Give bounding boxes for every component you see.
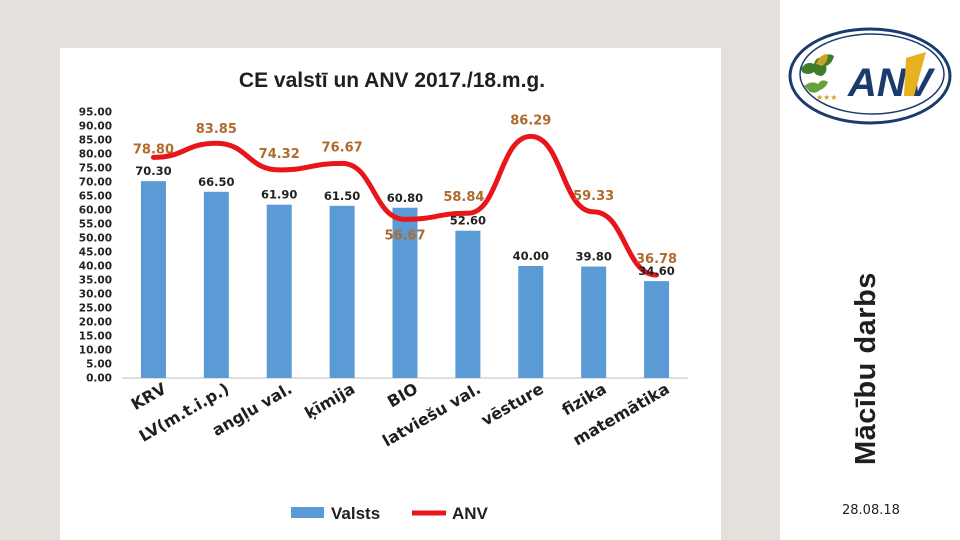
logo-accent [904,52,926,96]
line-data-label: 56.67 [384,228,425,243]
y-tick-label: 85.00 [79,135,112,147]
y-tick-label: 95.00 [79,107,112,119]
bar-data-label: 70.30 [135,164,171,178]
slide-vertical-title: Mācību darbs [850,272,882,465]
bar-data-label: 60.80 [387,191,423,205]
y-tick-label: 65.00 [79,191,112,203]
x-category-label: vēsture [478,379,547,430]
bar-valsts [140,181,166,378]
line-data-label: 83.85 [196,122,237,137]
logo-text: ANV [847,61,936,105]
line-data-label: 59.33 [573,189,614,204]
x-category-label: ķīmija [301,379,358,423]
chart-title: CE valstī un ANV 2017./18.m.g. [239,69,545,92]
y-tick-label: 55.00 [79,219,112,231]
bar-data-label: 52.60 [450,214,486,228]
y-tick-label: 20.00 [79,317,112,329]
bar-data-label: 66.50 [198,175,234,189]
line-anv-point [152,156,155,159]
line-data-label: 76.67 [322,140,363,155]
y-tick-label: 50.00 [79,233,112,245]
y-tick-label: 60.00 [79,205,112,217]
line-anv [150,133,660,278]
oak-leaf-icon [800,54,834,93]
logo-stars: ★★★ [816,93,838,102]
y-tick-label: 45.00 [79,247,112,259]
line-anv-point [466,212,469,215]
line-anv-point [404,218,406,221]
bar-data-label: 61.50 [324,189,360,203]
bar-data-label: 39.80 [575,250,611,264]
bar-valsts [203,191,229,378]
y-tick-label: 5.00 [86,359,112,371]
line-anv-point [655,274,658,277]
line-anv-point [529,135,532,138]
line-data-label: 58.84 [443,190,484,205]
legend-swatch-valsts [291,507,324,518]
y-tick-label: 80.00 [79,149,112,161]
logo-inner-ring [799,33,945,115]
bar-valsts [581,266,607,378]
y-tick-label: 15.00 [79,331,112,343]
legend-label-valsts: Valsts [331,504,380,523]
line-data-label: 36.78 [636,252,677,267]
bar-data-label: 40.00 [513,249,549,263]
bar-valsts [518,266,544,378]
bar-valsts [644,281,670,378]
line-data-label: 78.80 [133,142,174,157]
logo-ring [788,27,952,125]
y-tick-label: 90.00 [79,121,112,133]
y-tick-label: 10.00 [79,345,112,357]
y-tick-label: 70.00 [79,177,112,189]
y-tick-label: 30.00 [79,289,112,301]
bar-valsts [455,230,481,378]
x-category-label: BIO [384,379,421,411]
bar-valsts [266,204,292,378]
y-tick-label: 25.00 [79,303,112,315]
line-anv-point [278,168,281,171]
x-category-label: KRV [128,379,170,414]
y-tick-label: 0.00 [86,373,112,385]
anv-logo: ★★★ ANV [788,27,952,125]
slide-date: 28.08.18 [842,503,900,518]
y-tick-label: 75.00 [79,163,112,175]
line-anv-point [592,210,595,213]
bar-data-label: 61.90 [261,188,297,202]
chart-panel [60,48,721,540]
y-tick-label: 40.00 [79,261,112,273]
bar-valsts [392,207,418,378]
bar-valsts [329,205,355,378]
y-tick-label: 35.00 [79,275,112,287]
line-data-label: 74.32 [259,147,300,162]
line-anv-point [341,162,344,165]
line-anv-point [215,142,218,145]
legend-label-anv: ANV [452,504,489,523]
bar-data-label: 34.60 [638,264,674,278]
line-data-label: 86.29 [510,113,551,128]
